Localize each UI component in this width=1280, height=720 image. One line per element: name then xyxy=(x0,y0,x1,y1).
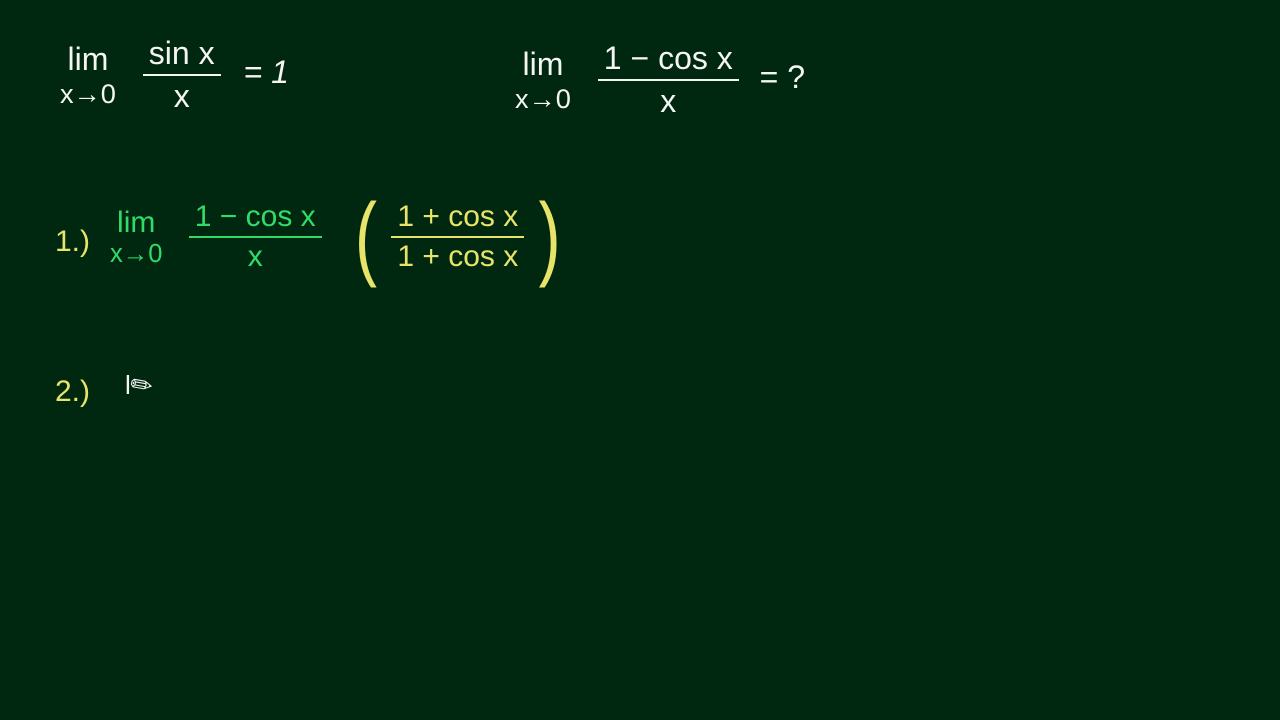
frac-step1-main: 1 − cos x x xyxy=(189,200,322,274)
row1-right: lim x→0 1 − cos x x = ? xyxy=(515,40,805,120)
lim-step1: lim x→0 xyxy=(110,206,162,269)
step1-lim: lim x→0 1 − cos x x xyxy=(110,200,328,274)
row1-left: lim x→0 sin x x = 1 xyxy=(60,35,289,115)
paren-left: ( xyxy=(355,195,377,278)
lim-sub: x→0 xyxy=(60,78,116,110)
lim-sub: x→0 xyxy=(110,240,162,269)
step2-label: 2.) xyxy=(55,375,90,409)
frac-1-cosx-over-x: 1 − cos x x xyxy=(598,40,739,120)
equals-question: = ? xyxy=(760,59,805,95)
lim-1: lim x→0 xyxy=(60,41,116,110)
step2-partial: l✎ xyxy=(125,370,153,401)
lim-sub: x→0 xyxy=(515,83,571,115)
equals-1: = 1 xyxy=(243,54,288,90)
lim-2: lim x→0 xyxy=(515,46,571,115)
lim-text: lim xyxy=(110,206,162,240)
step1-label: 1.) xyxy=(55,225,90,259)
frac-sinx-over-x: sin x x xyxy=(143,35,221,115)
lim-text: lim xyxy=(60,41,116,78)
lim-text: lim xyxy=(515,46,571,83)
step1-mult: ( 1 + cos x 1 + cos x ) xyxy=(355,200,561,274)
frac-conjugate: 1 + cos x 1 + cos x xyxy=(391,200,524,274)
paren-right: ) xyxy=(539,195,561,278)
